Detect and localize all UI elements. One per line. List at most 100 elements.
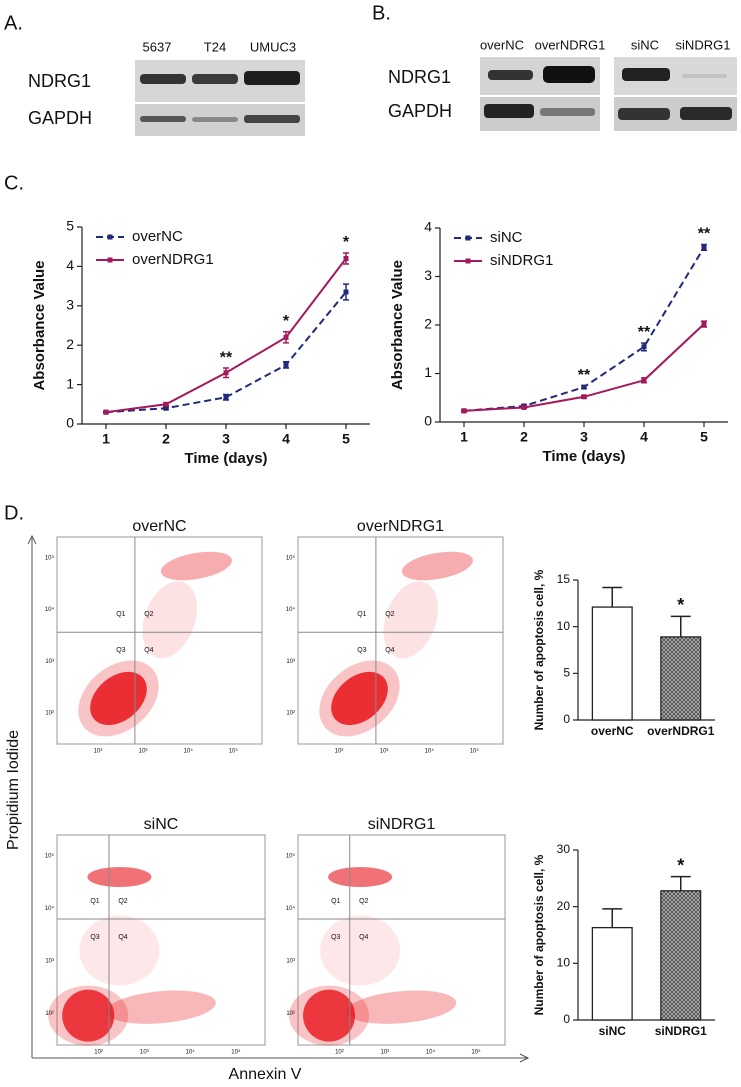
flow-y-tick: 10⁴ [45,905,55,912]
event-cloud [319,660,400,737]
point-marker [223,370,229,376]
flow-x-tick: 10⁵ [229,748,239,755]
quadrant-label: Q3 [357,647,366,654]
point-marker [581,384,587,390]
quadrant-label: Q3 [116,647,125,654]
y-axis-label: Number of apoptosis cell, % [532,569,546,730]
panel-label: A. [4,12,23,34]
event-cloud [383,581,438,659]
x-tick-label: 4 [282,431,290,447]
blot-image [135,60,305,136]
event-cloud [346,990,457,1024]
flow-title: siNDRG1 [368,816,436,833]
flow-y-label: Propidium Iodide [5,730,22,850]
blot-column: UMUC3 [250,39,296,54]
point-marker [641,344,647,350]
flow-y-tick: 10⁴ [45,606,55,613]
error-bar [602,586,623,608]
flow-y-tick: 10⁵ [286,853,296,860]
event-cloud [87,867,152,887]
y-tick-label: 10 [557,956,571,970]
quadrant-label: Q3 [90,934,99,941]
legend-label: siNDRG1 [490,252,553,269]
y-tick-label: 0 [563,1012,570,1026]
legend-marker [107,257,113,263]
point-marker [581,394,587,400]
quadrant-label: Q2 [385,611,394,618]
flow-x-tick: 10³ [381,1050,390,1056]
flow-x-tick: 10⁵ [471,1049,481,1056]
flow-y-tick: 10³ [45,659,54,665]
y-axis-label: Absorbance Value [31,260,48,390]
legend-label: overNDRG1 [132,251,214,268]
x-tick-label: 5 [700,429,708,445]
event-cloud [142,581,197,659]
point-marker [461,408,467,414]
x-axis-label: Time (days) [542,448,625,465]
significance: * [677,595,684,615]
flow-frame [27,534,530,1063]
flow-y-tick: 10⁵ [45,554,55,561]
series-line [105,257,347,414]
flow-title: overNDRG1 [357,518,444,535]
x-tick-label: siNC [599,1024,627,1038]
blot-row: GAPDH [388,101,452,121]
y-tick-label: 5 [563,666,570,680]
flow-x-tick: 10⁴ [425,748,435,755]
point-marker [163,405,169,411]
flow-y-tick: 10² [45,1011,54,1017]
blot-column: 5637 [143,39,172,54]
y-tick-label: 5 [66,218,74,234]
quadrant-label: Q2 [118,898,127,905]
event-cloud [401,551,473,581]
significance: ** [578,367,591,384]
y-tick-label: 2 [424,316,432,332]
quadrant-label: Q3 [331,934,340,941]
blot-column: siNDRG1 [676,37,731,52]
point-marker [641,377,647,383]
blot-column: overNC [480,37,524,52]
quadrant-label: Q2 [359,898,368,905]
panel-label: D. [4,502,24,524]
flow-x-tick: 10⁵ [470,748,480,755]
point-marker [223,394,229,400]
point-marker [701,321,707,327]
significance: * [283,313,290,330]
significance: ** [638,324,651,341]
blot-column: T24 [204,39,226,54]
event-cloud [79,915,160,986]
blot-image [480,57,737,131]
flow-y-tick: 10² [286,711,295,717]
y-tick-label: 3 [66,297,74,313]
event-cloud [62,989,115,1042]
y-tick-label: 2 [66,336,74,352]
y-tick-label: 0 [66,415,74,431]
y-tick-label: 1 [424,364,432,380]
flow-title: overNC [132,518,186,535]
point-marker [701,244,707,250]
bar [660,890,702,1021]
quadrant-label: Q4 [118,934,127,941]
flow-y-tick: 10² [45,711,54,717]
y-tick-label: 1 [66,375,74,391]
panel-label: C. [4,172,24,194]
flow-y-tick: 10⁴ [286,606,296,613]
y-tick-label: 0 [424,413,432,429]
flow-y-tick: 10³ [286,659,295,665]
point-marker [163,401,169,407]
significance: * [677,855,684,875]
panel-label: B. [372,2,391,24]
point-marker [103,409,109,415]
flow-y-tick: 10⁴ [286,905,296,912]
event-cloud [289,985,370,1046]
x-tick-label: overNC [591,724,634,738]
error-bar [670,615,691,637]
y-tick-label: 10 [557,619,571,633]
quadrant-label: Q4 [385,647,394,654]
flow-x-tick: 10³ [139,749,148,755]
legend-label: siNC [490,229,523,246]
point-marker [283,362,289,368]
x-tick-label: 5 [342,431,350,447]
flow-x-tick: 10⁴ [184,748,194,755]
